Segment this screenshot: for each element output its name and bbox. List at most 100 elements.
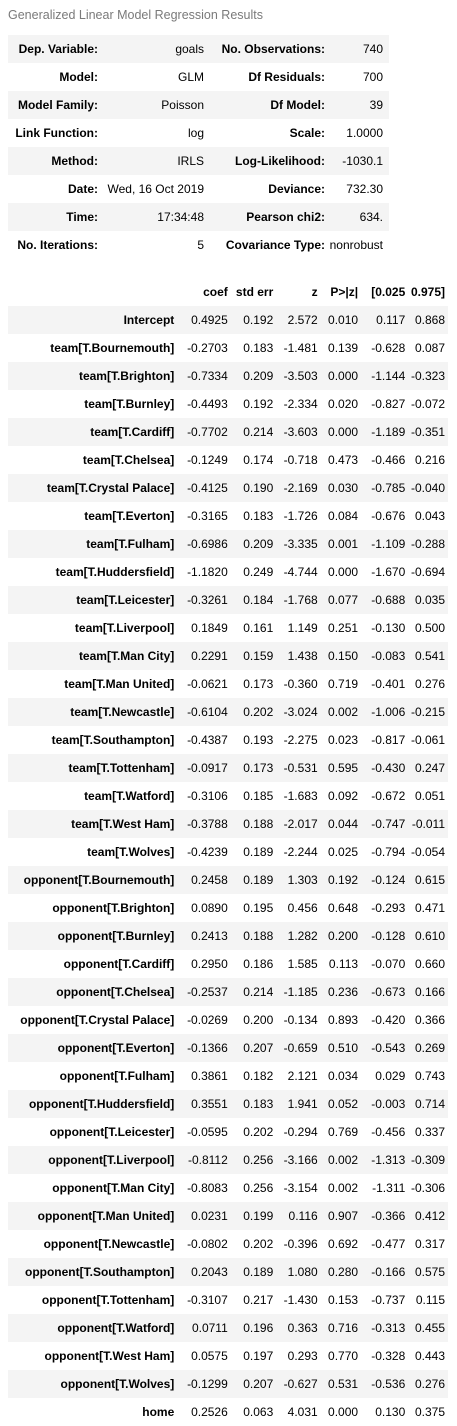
table-cell: -0.0595 [187, 1125, 228, 1139]
table-row: opponent[T.Man United] 0.0231 0.199 0.116 0.… [8, 1202, 448, 1230]
table-cell: 0.500 [414, 621, 445, 635]
row-label: opponent[T.Brighton] [52, 901, 175, 915]
table-cell: 0.4925 [191, 313, 228, 327]
table-cell: -0.4125 [187, 481, 228, 495]
table-cell: -0.294 [283, 1125, 318, 1139]
table-cell: 0.183 [243, 341, 274, 355]
summary-label: Df Residuals: [248, 70, 325, 84]
table-cell: 0.412 [414, 1209, 445, 1223]
table-cell: -2.275 [283, 733, 318, 747]
table-cell: -0.396 [283, 1237, 318, 1251]
table-row: team[T.Wolves] -0.4239 0.189 -2.244 0.025 -0.… [8, 838, 448, 866]
table-cell: 0.207 [243, 1041, 274, 1055]
table-cell: 0.2950 [191, 957, 228, 971]
table-cell: 0.199 [243, 1209, 274, 1223]
summary-value: 5 [197, 238, 204, 252]
table-row: opponent[T.Watford] 0.0711 0.196 0.363 0.716… [8, 1314, 448, 1342]
summary-value: Wed, 16 Oct 2019 [107, 182, 204, 196]
table-cell: 0.161 [243, 621, 274, 635]
table-cell: -0.0269 [187, 1013, 228, 1027]
table-cell: 0.276 [414, 677, 445, 691]
summary-label: Model: [59, 70, 98, 84]
table-cell: 0.443 [414, 1349, 445, 1363]
table-cell: 0.455 [414, 1321, 445, 1335]
row-label: team[T.Cardiff] [90, 425, 175, 439]
table-cell: -0.3165 [187, 509, 228, 523]
table-cell: 0.173 [243, 761, 274, 775]
table-cell: 0.192 [243, 397, 274, 411]
table-cell: 0.907 [328, 1209, 359, 1223]
row-label: team[T.Man United] [64, 677, 175, 691]
table-cell: 0.000 [328, 565, 359, 579]
table-cell: -0.351 [410, 425, 445, 439]
table-cell: 0.216 [414, 453, 445, 467]
table-cell: -0.3107 [187, 1293, 228, 1307]
table-cell: -0.134 [283, 1013, 318, 1027]
table-cell: -0.323 [410, 369, 445, 383]
column-header: coef [203, 285, 228, 299]
table-row: team[T.Southampton] -0.4387 0.193 -2.275 0.0… [8, 726, 448, 754]
summary-value: 17:34:48 [157, 210, 204, 224]
table-cell: -0.817 [371, 733, 406, 747]
column-header: P>|z| [330, 285, 359, 299]
summary-row: No. Iterations: 5 Covariance Type: nonrobus… [8, 231, 389, 259]
table-cell: -0.477 [371, 1237, 406, 1251]
table-cell: 0.2413 [191, 929, 228, 943]
table-row: team[T.Cardiff] -0.7702 0.214 -3.603 0.000 -1… [8, 418, 448, 446]
table-cell: 0.200 [243, 1013, 274, 1027]
table-cell: 0.692 [328, 1237, 359, 1251]
summary-label: Time: [66, 210, 98, 224]
table-cell: -0.124 [371, 873, 406, 887]
table-cell: -0.306 [410, 1181, 445, 1195]
table-cell: 1.941 [287, 1097, 318, 1111]
table-cell: 0.185 [243, 789, 274, 803]
summary-label: Deviance: [268, 182, 325, 196]
table-cell: 0.256 [243, 1153, 274, 1167]
row-label: team[T.Bournemouth] [50, 341, 175, 355]
table-cell: 0.077 [328, 593, 359, 607]
table-cell: -2.334 [283, 397, 318, 411]
table-cell: 0.020 [328, 397, 359, 411]
table-cell: 0.192 [328, 873, 359, 887]
table-row: team[T.Chelsea] -0.1249 0.174 -0.718 0.473 -0… [8, 446, 448, 474]
table-cell: -1.109 [371, 537, 406, 551]
table-cell: -0.7334 [187, 369, 228, 383]
table-cell: -0.0621 [187, 677, 228, 691]
table-cell: 0.193 [243, 733, 274, 747]
table-cell: 0.202 [243, 705, 274, 719]
table-cell: 0.197 [243, 1349, 274, 1363]
table-cell: 0.214 [243, 425, 274, 439]
table-cell: 0.0231 [191, 1209, 228, 1223]
table-cell: -0.466 [371, 453, 406, 467]
table-cell: 0.0711 [191, 1321, 228, 1335]
table-row: Intercept 0.4925 0.192 2.572 0.010 0.117 0.868 [8, 306, 448, 334]
summary-label: Method: [51, 154, 98, 168]
table-cell: 0.150 [328, 649, 359, 663]
table-cell: -0.128 [371, 929, 406, 943]
table-cell: 0.714 [414, 1097, 445, 1111]
table-cell: 0.115 [415, 1293, 445, 1307]
column-header: z [311, 285, 318, 299]
summary-label: Scale: [289, 126, 325, 140]
summary-value: log [187, 126, 204, 140]
table-cell: 0.189 [243, 845, 274, 859]
table-row: team[T.Brighton] -0.7334 0.209 -3.503 0.000-… [8, 362, 448, 390]
table-cell: -0.0802 [187, 1237, 228, 1251]
table-cell: 0.660 [414, 957, 445, 971]
table-cell: 0.034 [328, 1069, 359, 1083]
summary-row: Dep. Variable: goals No. Observations: 740 [8, 35, 389, 63]
table-cell: 0.192 [243, 313, 274, 327]
table-cell: 0.173 [243, 677, 274, 691]
row-label: opponent[T.Tottenham] [41, 1293, 175, 1307]
summary-label: Log-Likelihood: [235, 154, 325, 168]
table-row: team[T.Watford] -0.3106 0.185 -1.683 0.092 -0… [8, 782, 448, 810]
table-row: opponent[T.Chelsea] -0.2537 0.214 -1.185 0.2… [8, 978, 448, 1006]
table-cell: 0.770 [328, 1349, 359, 1363]
table-row: opponent[T.Huddersfield] 0.3551 0.183 1.941… [8, 1090, 448, 1118]
summary-label: Link Function: [15, 126, 98, 140]
table-cell: 0.217 [243, 1293, 274, 1307]
row-label: opponent[T.Watford] [57, 1321, 175, 1335]
table-cell: -0.288 [410, 537, 445, 551]
table-cell: -2.169 [283, 481, 318, 495]
table-cell: -0.718 [283, 453, 318, 467]
